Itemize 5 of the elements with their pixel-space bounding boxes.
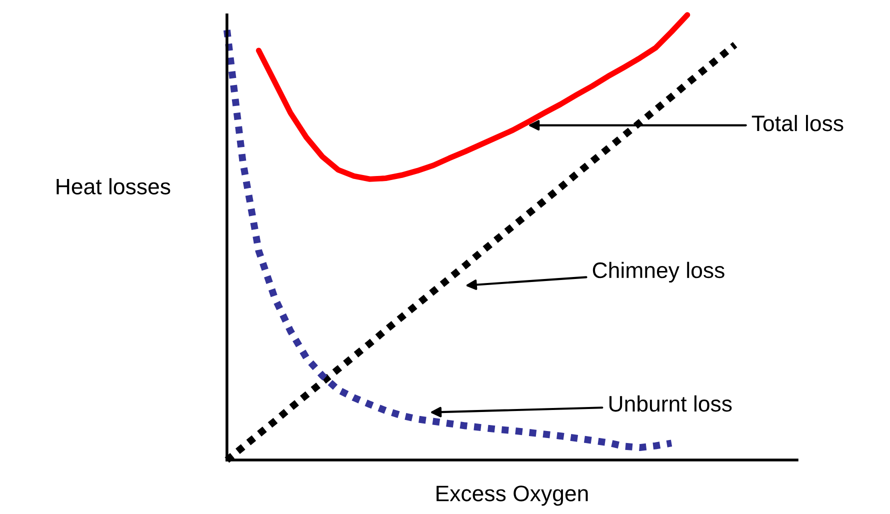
text: Total loss xyxy=(752,114,844,132)
x-axis-title: Excess Oxygen xyxy=(436,486,588,506)
annotation: Chimney loss xyxy=(592,262,724,283)
annotation: Unburnt loss xyxy=(609,395,732,412)
y-axis-title: Heat losses xyxy=(56,178,170,194)
